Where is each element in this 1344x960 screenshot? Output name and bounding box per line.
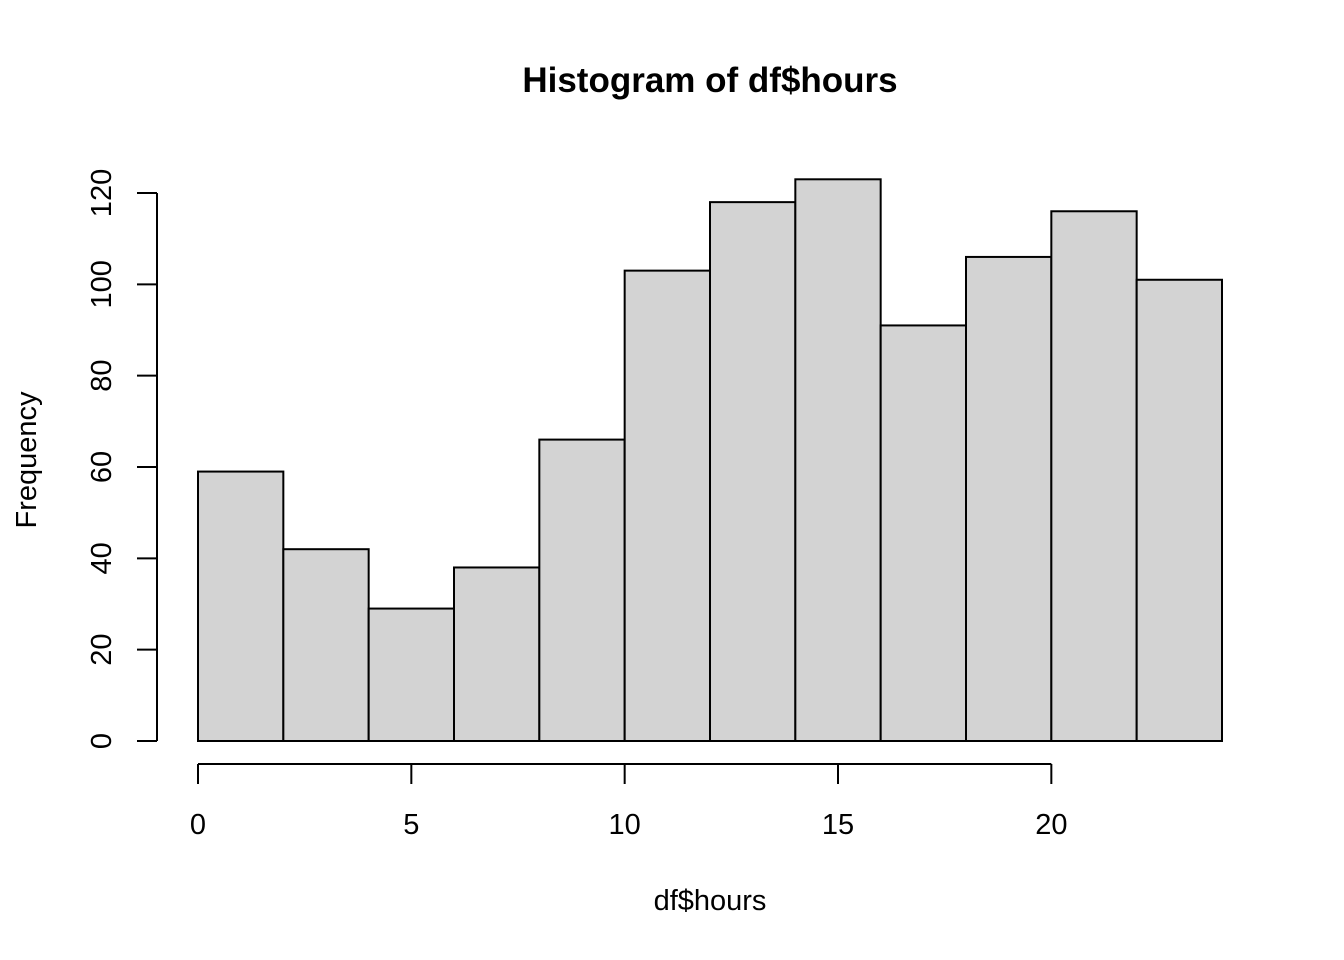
histogram-bar-11 (1050, 210, 1138, 742)
x-tick-label: 10 (609, 809, 641, 841)
y-tick-label: 20 (86, 634, 118, 666)
x-tick-label: 0 (190, 809, 206, 841)
y-tick-label: 40 (86, 542, 118, 574)
histogram-bar-4 (453, 566, 541, 743)
histogram-bar-2 (282, 548, 370, 743)
x-axis: 0 5 10 15 20 (190, 763, 1067, 841)
y-tick-label: 0 (86, 733, 118, 749)
histogram-bar-8 (794, 178, 882, 743)
histogram-bar-9 (879, 324, 968, 742)
bars-group (197, 178, 1223, 743)
histogram-bar-10 (965, 255, 1053, 742)
y-axis-label: Frequency (11, 391, 43, 529)
histogram-bar-12 (1135, 278, 1223, 742)
chart-title: Histogram of df$hours (522, 61, 897, 100)
y-tick-label: 120 (86, 169, 118, 217)
histogram-bar-5 (538, 438, 626, 742)
x-tick-label: 15 (822, 809, 854, 841)
x-axis-label: df$hours (654, 885, 767, 917)
histogram-bar-3 (367, 607, 455, 742)
histogram-bar-6 (623, 269, 712, 742)
histogram-bar-1 (197, 470, 285, 742)
x-tick-label: 5 (403, 809, 419, 841)
y-tick-label: 100 (86, 260, 118, 308)
y-axis: 0 20 40 60 80 100 120 (86, 169, 158, 749)
y-tick-label: 80 (86, 360, 118, 392)
y-tick-label: 60 (86, 451, 118, 483)
x-tick-label: 20 (1035, 809, 1067, 841)
histogram-bar-7 (709, 201, 797, 742)
